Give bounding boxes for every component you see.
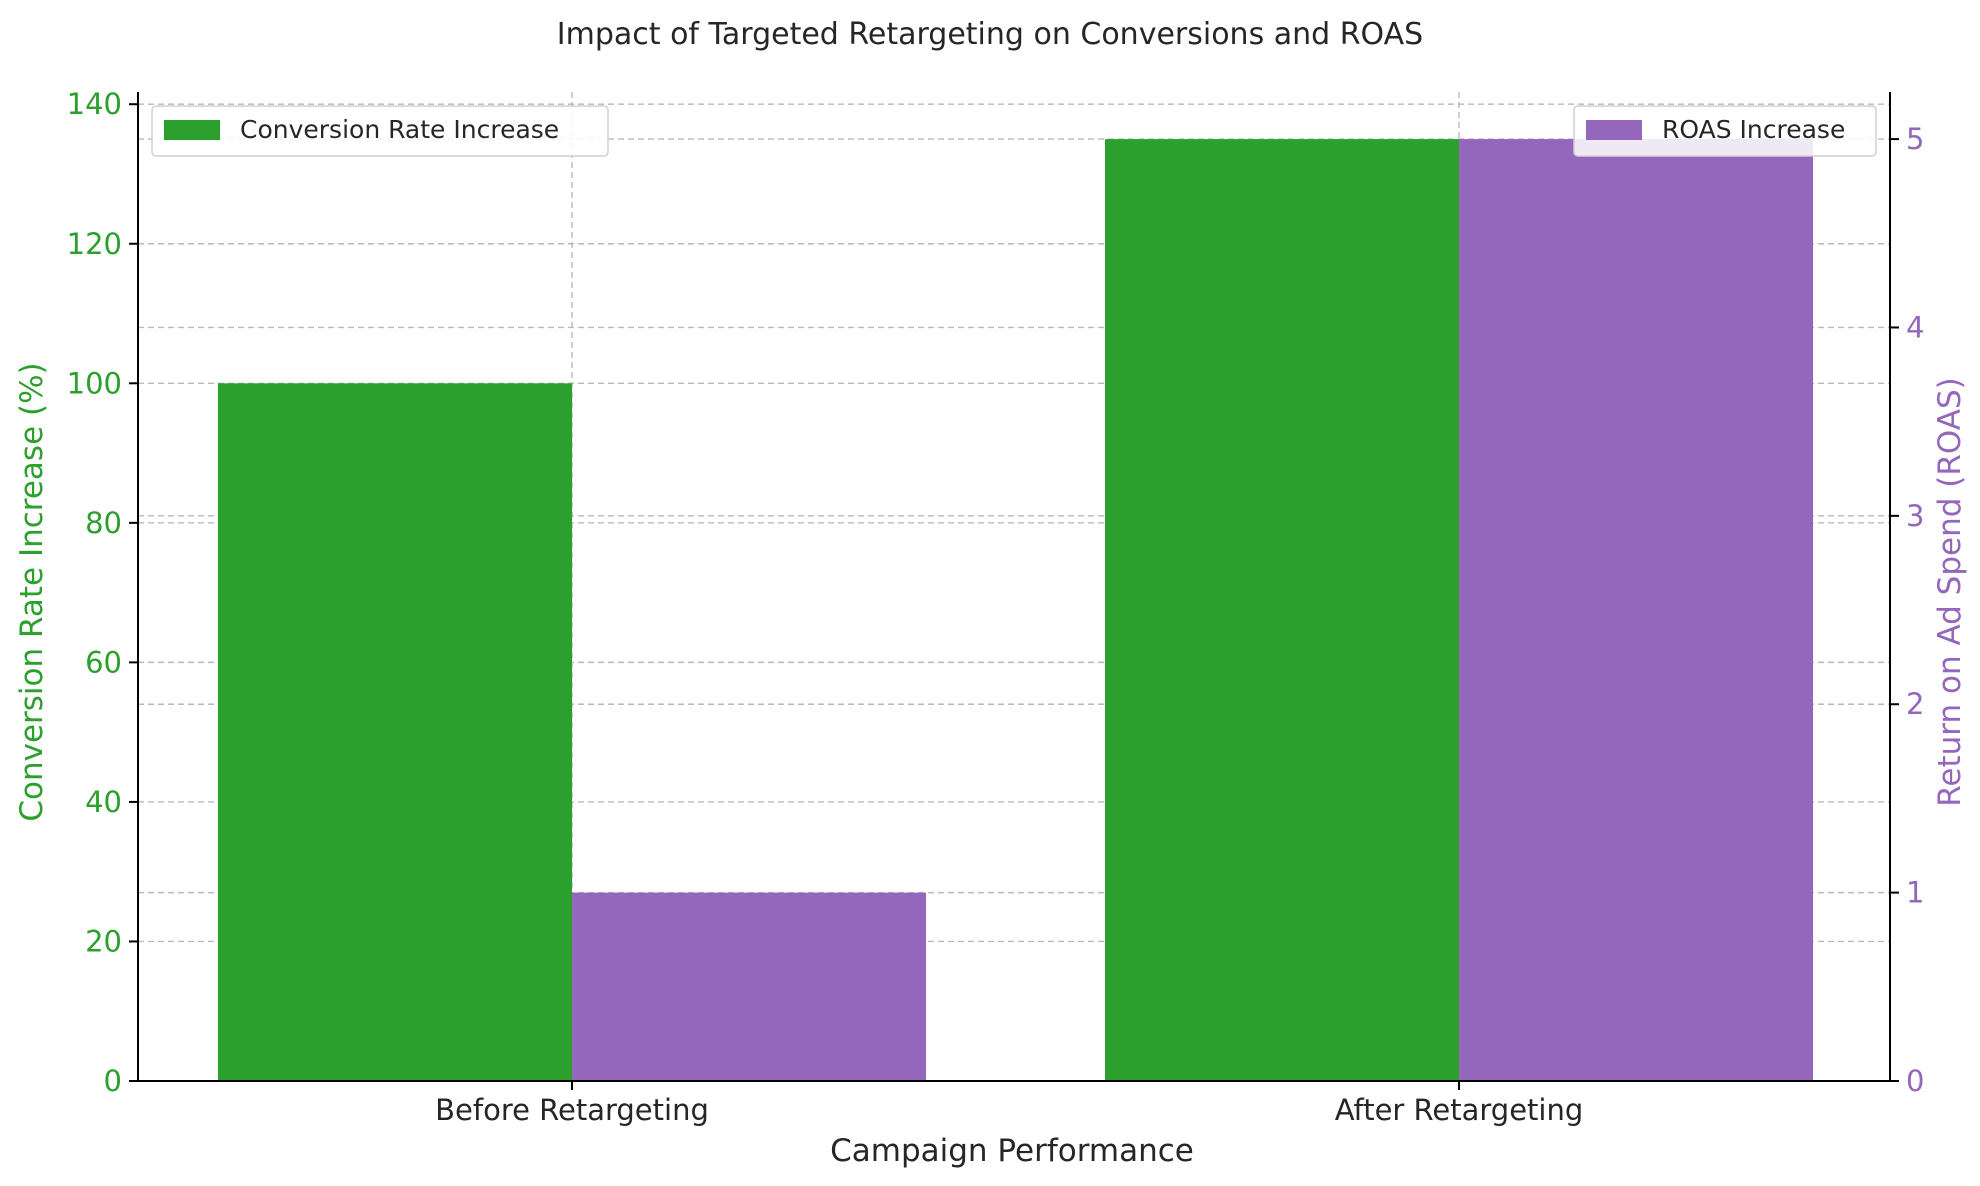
- left-tick-label: 140: [67, 87, 122, 121]
- legend-frame: [1573, 105, 1877, 157]
- right-tick-label: 2: [1906, 687, 1924, 721]
- legend-label: ROAS Increase: [1662, 115, 1845, 144]
- left-tick-label: 120: [67, 227, 122, 261]
- left-tick-label: 80: [85, 506, 122, 540]
- right-tick-label: 5: [1906, 122, 1924, 156]
- chart-title: Impact of Targeted Retargeting on Conver…: [557, 17, 1423, 52]
- right-tick-label: 1: [1906, 876, 1924, 910]
- x-tick-label: After Retargeting: [1335, 1093, 1584, 1127]
- axis-layer: 0 20 40 60 80 100 120 140 0 1 2 3 4 5 Before Retargeti…: [67, 87, 1925, 1127]
- legend-swatch: [164, 120, 220, 140]
- bar-layer: [218, 139, 1813, 1082]
- left-tick-label: 20: [85, 924, 122, 958]
- left-axis-label: Conversion Rate Increase (%): [14, 362, 50, 821]
- legend-conversion-rate: Conversion Rate Increase: [151, 105, 609, 157]
- bar-conversion-rate: [218, 383, 572, 1082]
- left-tick-label: 40: [85, 785, 122, 819]
- legend-frame: [151, 105, 609, 157]
- bar-roas: [572, 892, 926, 1081]
- left-tick-label: 100: [67, 366, 122, 400]
- right-tick-label: 3: [1906, 499, 1924, 533]
- legend-label: Conversion Rate Increase: [240, 115, 559, 144]
- right-axis-label: Return on Ad Spend (ROAS): [1932, 377, 1968, 806]
- x-axis-label: Campaign Performance: [830, 1133, 1194, 1169]
- legend-roas: ROAS Increase: [1573, 105, 1877, 157]
- bar-conversion-rate: [1105, 139, 1459, 1082]
- left-tick-label: 60: [85, 645, 122, 679]
- legend-swatch: [1586, 120, 1642, 140]
- right-tick-label: 4: [1906, 310, 1924, 344]
- x-tick-label: Before Retargeting: [435, 1093, 709, 1127]
- left-tick-label: 0: [104, 1064, 122, 1098]
- bar-roas: [1459, 139, 1813, 1082]
- right-tick-label: 0: [1906, 1064, 1924, 1098]
